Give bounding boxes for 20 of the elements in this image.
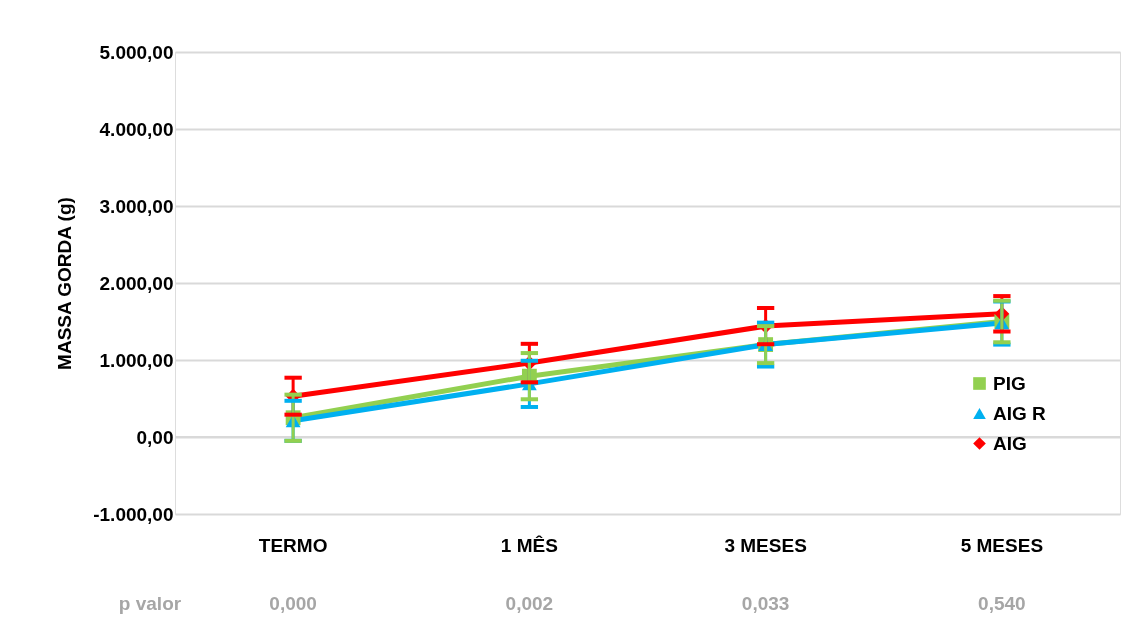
text: 0,000 <box>269 593 317 614</box>
legend-label: AIG R <box>993 402 1047 424</box>
text: 0,540 <box>978 593 1026 614</box>
y-tick-label: 3.000,00 <box>99 195 174 217</box>
legend-label: PIG <box>993 372 1026 394</box>
y-tick-label: 0,00 <box>136 426 174 448</box>
legend-label: AIG <box>993 432 1027 454</box>
text: p valor <box>118 593 182 614</box>
y-tick-label: 2.000,00 <box>99 272 174 294</box>
text: 0,002 <box>505 593 554 614</box>
y-tick-label: 1.000,00 <box>99 349 174 371</box>
x-tick-label: 1 MÊS <box>500 534 558 556</box>
y-axis-title: MASSA GORDA (g) <box>54 197 76 370</box>
y-tick-label: 5.000,00 <box>99 41 174 63</box>
x-tick-label: 3 MESES <box>724 534 807 556</box>
x-tick-label: TERMO <box>258 534 328 556</box>
y-tick-label: -1.000,00 <box>93 503 174 525</box>
text: 0,033 <box>741 593 790 614</box>
y-tick-label: 4.000,00 <box>99 118 174 140</box>
x-tick-label: 5 MESES <box>960 534 1044 556</box>
